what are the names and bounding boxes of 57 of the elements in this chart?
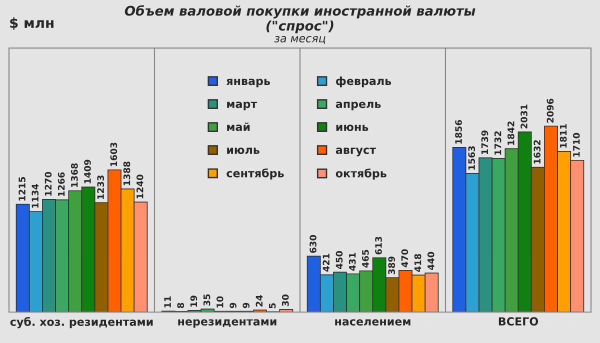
legend-label: июль [227, 148, 260, 154]
data-label: 2096 [546, 98, 554, 123]
data-label: 5 [268, 303, 276, 308]
data-label: 1603 [110, 142, 118, 166]
legend-label: август [336, 148, 376, 156]
x-tick-label: нерезидентами [178, 319, 276, 328]
data-label: 8 [177, 302, 184, 308]
data-label: 421 [322, 254, 330, 272]
data-label: 10 [216, 296, 224, 308]
chart-subtitle: за месяц [274, 36, 326, 44]
data-label: 1134 [32, 184, 39, 208]
data-label: 1388 [123, 162, 130, 186]
data-label: 1811 [560, 124, 567, 148]
data-label: 613 [375, 236, 382, 254]
data-label: 465 [362, 250, 369, 268]
legend-label: июнь [336, 124, 368, 132]
x-tick-label: суб. хоз. резидентами [10, 316, 153, 328]
x-tick-label: населением [335, 319, 410, 326]
x-tick-label: ВСЕГО [498, 317, 538, 326]
data-label: 24 [256, 295, 262, 307]
data-label: 1632 [534, 140, 541, 164]
legend-label: февраль [336, 76, 392, 88]
data-label: 9 [242, 302, 250, 308]
chart-title: Объем валовой покупки иностранной валюты ("спрос") [124, 5, 476, 34]
data-label: 19 [190, 296, 198, 307]
legend-label: март [227, 102, 258, 110]
legend-label: май [227, 122, 250, 132]
data-label: 1368 [70, 163, 78, 187]
data-label: 1270 [44, 172, 52, 196]
data-label: 1233 [97, 176, 104, 199]
data-label: 450 [336, 251, 343, 270]
data-label: 30 [282, 294, 289, 306]
legend-label: октябрь [336, 168, 386, 180]
data-label: 418 [414, 254, 422, 272]
text: $ млн [10, 17, 54, 30]
data-label: 1409 [84, 160, 91, 184]
data-label: 440 [427, 252, 434, 270]
data-label: 1240 [136, 174, 144, 198]
data-label: 1856 [455, 120, 462, 144]
data-label: 470 [401, 249, 408, 268]
data-label: 1266 [58, 172, 65, 196]
data-label: 9 [230, 302, 236, 308]
data-label: 389 [388, 256, 396, 274]
data-label: 2031 [520, 104, 528, 128]
data-label: 1732 [494, 131, 502, 155]
data-label: 1563 [468, 146, 476, 170]
data-label: 431 [348, 252, 356, 271]
legend-label: сентябрь [226, 168, 284, 180]
legend-label: январь [226, 78, 270, 88]
data-label: 630 [310, 235, 316, 253]
data-label: 1842 [507, 122, 514, 145]
data-label: 1710 [572, 132, 580, 157]
legend-label: апрель [336, 102, 381, 110]
data-label: 11 [164, 296, 171, 308]
data-label: 35 [203, 294, 210, 306]
data-label: 1739 [481, 130, 488, 154]
data-label: 1215 [18, 177, 26, 201]
